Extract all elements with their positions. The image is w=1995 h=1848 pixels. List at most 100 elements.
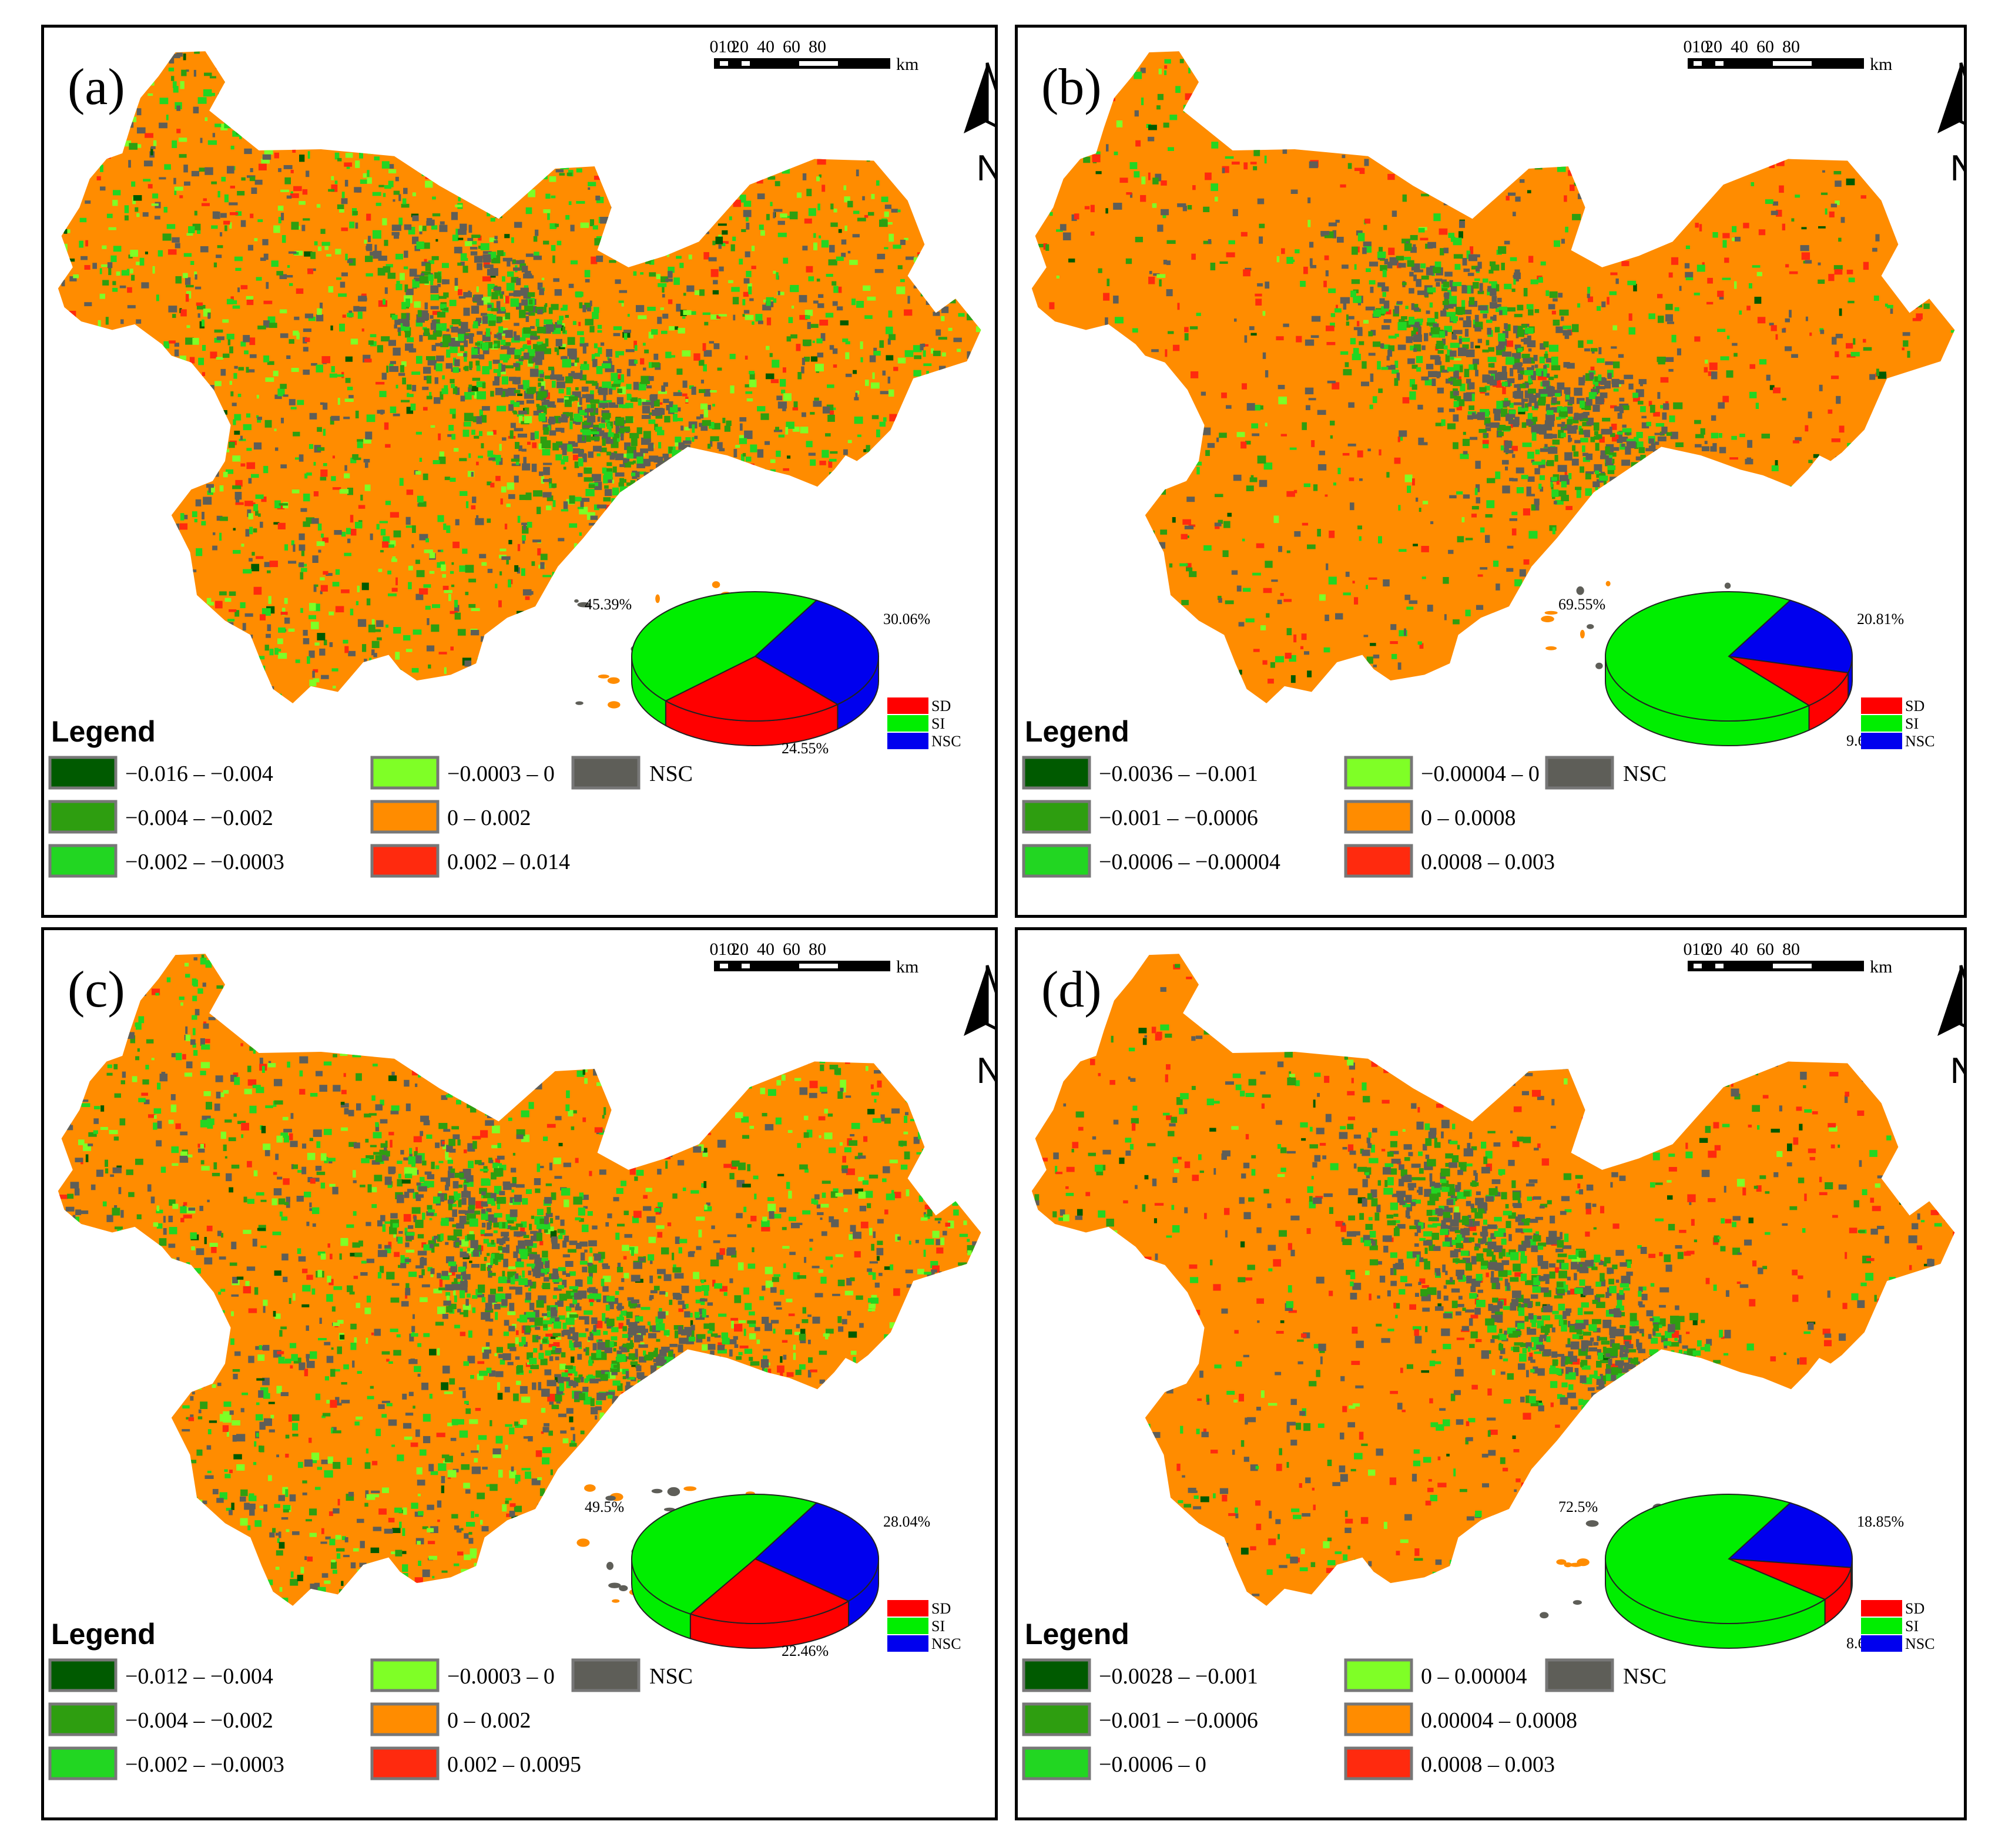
legend-label: −0.0006 – −0.00004 xyxy=(1099,850,1280,874)
pie-legend-label: SD xyxy=(1905,1600,1924,1617)
legend-swatch xyxy=(370,756,440,790)
legend-label: 0.0008 – 0.003 xyxy=(1421,1752,1555,1777)
pie-legend-swatch xyxy=(887,697,928,714)
legend-item-nsc: NSC xyxy=(571,1658,693,1692)
pie-chart: 49.5% 28.04% 22.46% xyxy=(585,1494,930,1659)
legend-swatch xyxy=(571,756,641,790)
scale-bar-tick: 60 xyxy=(1756,37,1774,56)
legend-label: −0.004 – −0.002 xyxy=(125,806,273,830)
scale-bar-tick: 60 xyxy=(1756,940,1774,959)
legend-item-c1: −0.012 – −0.004 xyxy=(48,1658,273,1692)
scale-bar-tick: 80 xyxy=(809,940,826,959)
scale-bar-tick: 80 xyxy=(809,37,826,56)
legend-title: Legend xyxy=(51,715,156,748)
legend-label: 0 – 0.0008 xyxy=(1421,806,1516,830)
pie-legend-label: NSC xyxy=(1905,733,1935,750)
legend-swatch xyxy=(1344,1746,1413,1780)
pie-label-nsc: 20.81% xyxy=(1857,611,1904,628)
legend-label: −0.016 – −0.004 xyxy=(125,762,273,786)
north-label: N xyxy=(977,1051,995,1091)
pie-legend-item-si: SI xyxy=(1861,1618,1919,1635)
pie-label-si: 69.55% xyxy=(1558,596,1605,613)
legend-swatch xyxy=(1344,844,1413,878)
legend-item-c3: −0.002 – −0.0003 xyxy=(48,844,284,878)
legend: Legend −0.016 – −0.004 −0.004 – −0.002 −0.0… xyxy=(48,715,693,878)
legend-item-c5: 0.00004 – 0.0008 xyxy=(1344,1702,1577,1736)
legend-item-c4: −0.00004 – 0 xyxy=(1344,756,1540,790)
scale-bar-tick: 0 xyxy=(1684,37,1692,56)
legend-item-c4: −0.0003 – 0 xyxy=(370,756,555,790)
legend-swatch xyxy=(1022,800,1091,834)
legend-label: −0.0006 – 0 xyxy=(1099,1752,1206,1777)
legend-item-c3: −0.0006 – 0 xyxy=(1022,1746,1206,1780)
legend-label: NSC xyxy=(649,762,693,786)
pie-label-sd: 24.55% xyxy=(782,740,829,757)
pie-legend-label: SI xyxy=(931,1618,945,1635)
pie-legend-label: SD xyxy=(931,1600,951,1617)
legend-swatch xyxy=(48,1702,118,1736)
legend-swatch xyxy=(1344,1658,1413,1692)
legend-label: −0.001 – −0.0006 xyxy=(1099,806,1258,830)
legend-swatch xyxy=(1022,1702,1091,1736)
legend-item-c5: 0 – 0.002 xyxy=(370,1702,531,1736)
legend-swatch xyxy=(571,1658,641,1692)
legend: Legend −0.012 – −0.004 −0.004 – −0.002 −0.0… xyxy=(48,1618,693,1780)
pie-legend-label: SD xyxy=(1905,697,1924,715)
legend: Legend −0.0036 – −0.001 −0.001 – −0.0006 −0… xyxy=(1022,715,1667,878)
pie-legend-label: SI xyxy=(1905,1618,1919,1635)
legend-swatch xyxy=(48,1746,118,1780)
legend-item-c1: −0.016 – −0.004 xyxy=(48,756,273,790)
pie-legend-swatch xyxy=(887,733,928,749)
pie-legend-swatch xyxy=(1861,715,1902,732)
pie-slice-sd xyxy=(689,1558,850,1624)
legend-swatch xyxy=(48,800,118,834)
legend-item-c2: −0.004 – −0.002 xyxy=(48,800,273,834)
legend-item-c2: −0.004 – −0.002 xyxy=(48,1702,273,1736)
north-arrow-icon: N xyxy=(1937,62,1964,189)
scale-bar-tick: 40 xyxy=(757,37,774,56)
pie-slice-nsc xyxy=(754,599,879,705)
legend-swatch xyxy=(1344,756,1413,790)
legend-swatch xyxy=(370,1746,440,1780)
legend-title: Legend xyxy=(1025,1618,1129,1651)
legend-label: 0 – 0.002 xyxy=(447,1708,531,1733)
pie-slice-si xyxy=(1605,591,1810,722)
pie-legend-swatch xyxy=(887,715,928,732)
legend-label: −0.0036 – −0.001 xyxy=(1099,762,1258,786)
legend-label: 0.002 – 0.0095 xyxy=(447,1752,581,1777)
pie-slice-sd xyxy=(1728,656,1849,706)
scale-bar-tick: 80 xyxy=(1782,940,1800,959)
pie-legend-label: SD xyxy=(931,697,951,715)
pie-legend-swatch xyxy=(1861,1600,1902,1616)
pie-legend-swatch xyxy=(1861,1618,1902,1634)
legend-item-c6: 0.002 – 0.014 xyxy=(370,844,570,878)
legend: Legend −0.0028 – −0.001 −0.001 – −0.0006 −0… xyxy=(1022,1618,1667,1780)
legend-swatch xyxy=(370,800,440,834)
scale-bar-tick: 0 xyxy=(1684,940,1692,959)
pie-legend-swatch xyxy=(1861,697,1902,714)
pie-label-nsc: 28.04% xyxy=(883,1513,930,1530)
pie-legend-item-nsc: NSC xyxy=(1861,733,1935,750)
pie-slice-nsc xyxy=(754,1502,879,1602)
scale-bar-tick: 10 xyxy=(1692,37,1709,56)
pie-label-nsc: 30.06% xyxy=(883,611,930,628)
legend-item-c4: −0.0003 – 0 xyxy=(370,1658,555,1692)
pie-legend-swatch xyxy=(887,1618,928,1634)
legend-swatch xyxy=(1022,844,1091,878)
pie-slice-si xyxy=(631,591,818,702)
legend-swatch xyxy=(1344,800,1413,834)
legend-swatch xyxy=(1022,1746,1091,1780)
legend-swatch xyxy=(1545,1658,1614,1692)
legend-label: −0.002 – −0.0003 xyxy=(125,850,284,874)
legend-label: −0.002 – −0.0003 xyxy=(125,1752,284,1777)
north-label: N xyxy=(1950,148,1964,189)
pie-slice-sd xyxy=(664,655,839,722)
